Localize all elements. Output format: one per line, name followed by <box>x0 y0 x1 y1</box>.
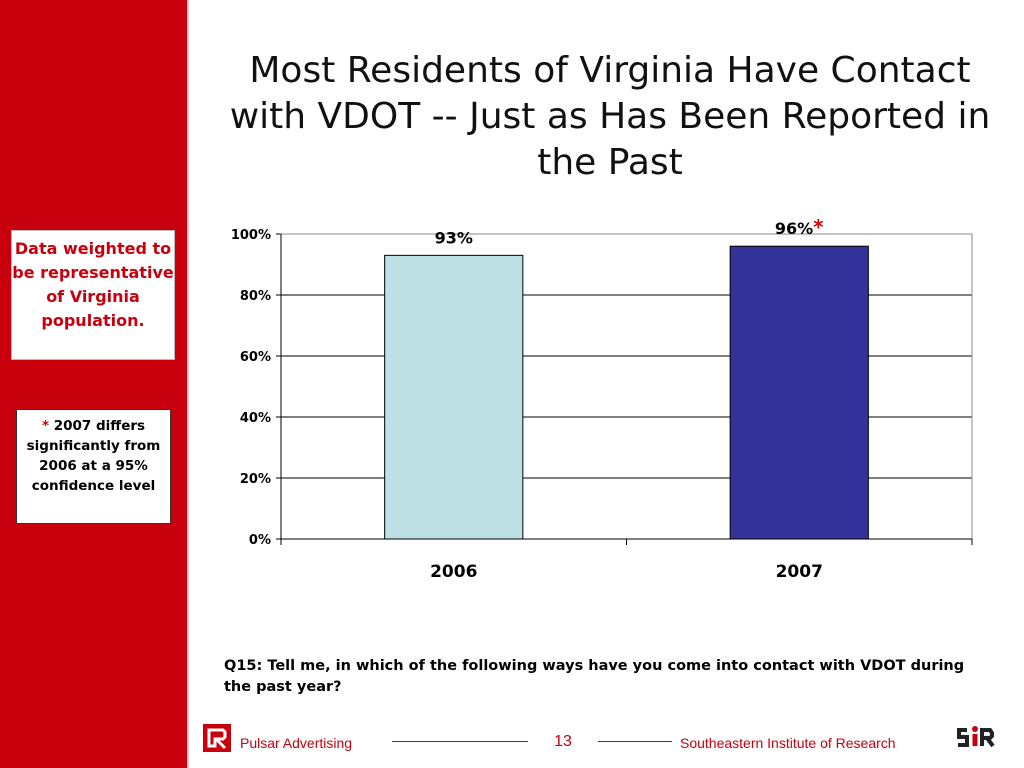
survey-question: Q15: Tell me, in which of the following … <box>224 658 965 695</box>
x-tick-label-2007: 2007 <box>776 562 823 582</box>
y-tick-label: 20% <box>240 472 271 487</box>
significance-asterisk: * <box>813 215 824 239</box>
sidebar <box>0 0 187 768</box>
bar-2007 <box>729 245 869 540</box>
weighting-note-text: Data weighted to be representative of Vi… <box>12 239 174 330</box>
title-line-1: Most Residents of Virginia Have Contact <box>249 50 971 91</box>
footer-left-text: Pulsar Advertising <box>240 735 353 751</box>
bar-chart: 0% 20% 40% 60% 80% 100% 93% 2006 96%* 2007 <box>231 215 973 582</box>
y-tick-label: 60% <box>240 350 271 365</box>
page-number: 13 <box>554 733 572 750</box>
x-tick-label-2006: 2006 <box>430 562 477 582</box>
footer-left-line <box>392 741 528 742</box>
sidebar-divider <box>187 0 189 768</box>
significance-note: * 2007 differs significantly from 2006 a… <box>16 409 171 524</box>
slide-title: Most Residents of Virginia Have Contact … <box>210 48 1010 186</box>
y-tick-label: 0% <box>249 533 271 548</box>
weighting-note: Data weighted to be representative of Vi… <box>11 230 175 360</box>
pulsar-logo-icon <box>203 724 231 752</box>
data-label-2007: 96%* <box>775 215 824 239</box>
title-line-2: with VDOT -- Just as Has Been Reported i… <box>229 96 991 137</box>
data-label-2006: 93% <box>435 228 473 247</box>
footer-right-line <box>598 741 672 742</box>
sir-logo-icon <box>957 726 995 748</box>
y-tick-label: 100% <box>231 228 271 243</box>
y-tick-label: 80% <box>240 289 271 304</box>
significance-star: * <box>41 418 49 434</box>
significance-note-text: 2007 differs significantly from 2006 at … <box>26 418 161 494</box>
footer-right-text: Southeastern Institute of Research <box>680 735 896 751</box>
y-tick-label: 40% <box>240 411 271 426</box>
bar-2006 <box>384 254 524 540</box>
title-line-3: the Past <box>537 142 683 183</box>
